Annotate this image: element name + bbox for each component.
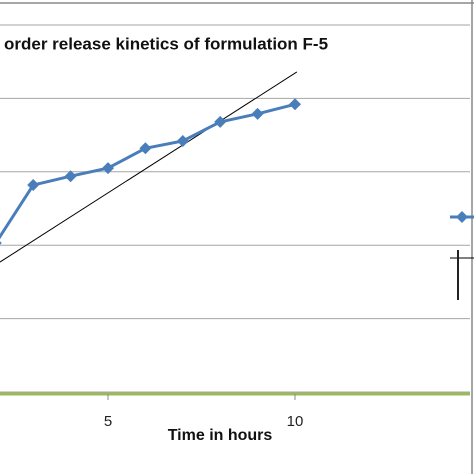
legend-marker	[456, 211, 468, 223]
legend	[450, 211, 474, 300]
point	[27, 179, 40, 192]
point	[64, 170, 77, 183]
x-tick-label: 10	[287, 413, 304, 430]
point	[0, 241, 2, 245]
point	[289, 98, 301, 111]
x-tick-label: 5	[104, 413, 112, 430]
point	[214, 115, 227, 128]
point	[102, 162, 114, 175]
chart-title: order release kinetics of formulation F-…	[4, 34, 328, 53]
x-axis-label: Time in hours	[168, 427, 273, 444]
point	[176, 134, 189, 147]
trend-line	[0, 71, 298, 263]
point	[139, 142, 152, 155]
point	[251, 107, 264, 120]
